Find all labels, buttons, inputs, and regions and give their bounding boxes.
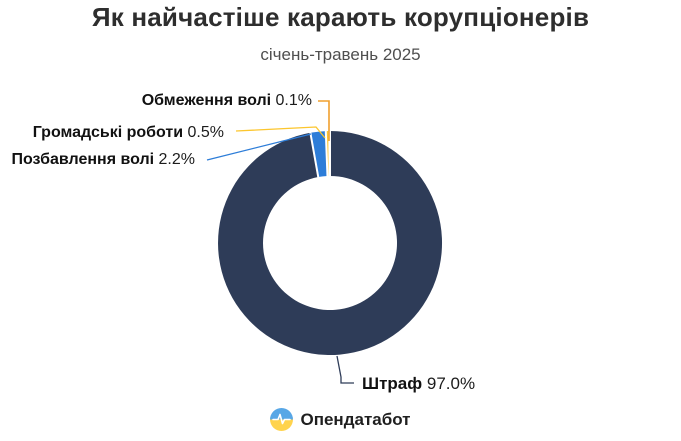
callout-pozbavlennia-voli: Позбавлення волі 2.2% (11, 150, 195, 170)
callout-shtraf: Штраф 97.0% (362, 374, 475, 394)
callout-label: Громадські роботи (32, 124, 184, 141)
logo-pulse-line (272, 413, 292, 425)
callout-value: 2.2% (158, 151, 195, 168)
callout-label: Штраф (362, 374, 423, 393)
leader-line-hromadski-roboty (235, 126, 326, 139)
callout-value: 0.5% (187, 124, 224, 141)
donut-slice-1 (310, 131, 328, 178)
callout-obmezhennia-voli: Обмеження волі 0.1% (142, 91, 312, 111)
chart-title: Як найчастіше карають корупціонерів (91, 2, 590, 32)
slice-separator-2 (324, 130, 329, 178)
leader-line-obmezhennia-voli (318, 100, 330, 141)
callout-value: 97.0% (426, 374, 476, 393)
callout-label: Позбавлення волі (11, 151, 155, 168)
logo-top-half (270, 408, 294, 420)
callout-hromadski-roboty: Громадські роботи 0.5% (33, 123, 224, 143)
donut-slice-0 (218, 131, 443, 356)
chart-subtitle: січень-травень 2025 (260, 45, 421, 64)
callout-label: Обмеження волі (141, 92, 272, 109)
brand-name: Опендатабот (300, 409, 411, 429)
footer-brand: Опендатабот (0, 408, 681, 431)
leader-line-pozbavlennia-voli (206, 133, 312, 161)
callout-value: 0.1% (275, 92, 312, 109)
logo-bottom-half (270, 419, 294, 431)
opendatabot-logo-icon (270, 408, 294, 431)
leader-line-shtraf (336, 355, 354, 384)
slice-separator-1 (309, 131, 320, 179)
